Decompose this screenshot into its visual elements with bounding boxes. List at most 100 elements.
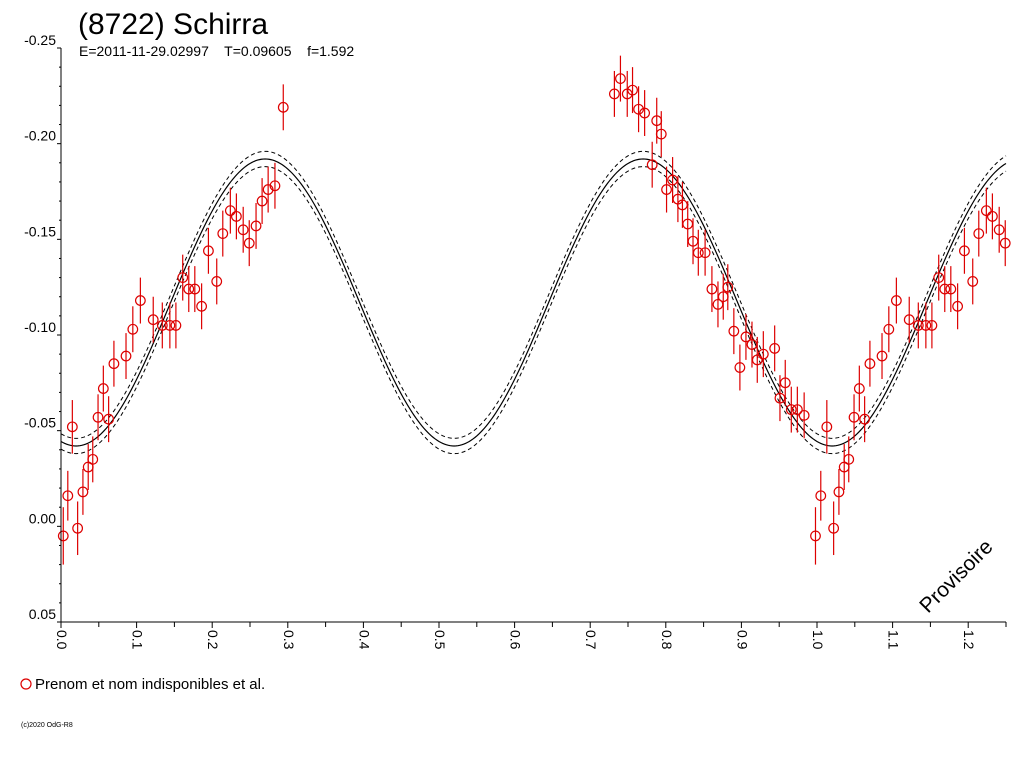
data-point <box>699 247 711 259</box>
x-tick-label: 1.2 <box>961 630 977 650</box>
x-tick-label: 0.7 <box>583 630 599 650</box>
data-point <box>959 245 970 257</box>
data-point <box>751 354 763 366</box>
data-point <box>986 210 998 222</box>
data-point <box>661 184 672 195</box>
data-point <box>627 84 638 96</box>
data-point <box>250 220 262 232</box>
data-point <box>164 320 176 331</box>
data-point <box>864 358 876 370</box>
data-point <box>170 320 182 331</box>
data-point <box>256 195 268 207</box>
data-point <box>740 331 752 343</box>
data-point <box>973 228 985 239</box>
data-point <box>843 453 855 465</box>
axes <box>60 48 1006 623</box>
data-point <box>633 103 644 115</box>
data-point <box>156 320 168 331</box>
data-point <box>183 283 195 295</box>
data-point <box>615 73 626 85</box>
data-point <box>785 404 797 416</box>
data-point <box>177 272 189 284</box>
provisoire-watermark: Provisoire <box>915 535 997 617</box>
data-point <box>848 411 860 423</box>
data-point <box>77 486 89 498</box>
data-point <box>939 283 951 295</box>
data-point <box>147 314 159 326</box>
x-tick-label: 1.0 <box>810 630 826 650</box>
data-point <box>912 320 924 331</box>
y-tick-label: -0.15 <box>24 223 56 239</box>
data-point <box>62 490 74 502</box>
data-point <box>646 159 658 171</box>
data-point <box>57 530 69 542</box>
data-point <box>815 490 827 502</box>
data-point <box>722 281 734 293</box>
data-point <box>821 421 833 433</box>
data-point <box>945 283 957 295</box>
x-tick-label: 0.4 <box>356 630 372 650</box>
data-point <box>277 101 289 113</box>
data-point <box>655 128 667 140</box>
data-point <box>853 383 865 394</box>
chart-title: (8722) Schirra <box>78 8 268 41</box>
data-point <box>980 205 992 217</box>
y-tick-label: 0.00 <box>29 510 56 526</box>
x-tick-label: 0.0 <box>54 630 70 650</box>
data-point <box>920 320 932 331</box>
x-tick-label: 0.6 <box>508 630 524 650</box>
data-point <box>883 323 895 335</box>
legend-marker <box>20 678 32 690</box>
data-point <box>999 237 1011 249</box>
data-point <box>224 205 236 217</box>
data-point <box>97 383 109 394</box>
data-point <box>189 283 201 295</box>
y-tick-label: -0.20 <box>24 128 56 144</box>
data-point <box>828 522 840 534</box>
data-point <box>876 350 888 362</box>
data-point <box>833 486 845 498</box>
data-point <box>92 411 104 423</box>
x-tick-label: 0.2 <box>205 630 221 650</box>
data-point <box>769 342 781 354</box>
legend-label: Prenom et nom indisponibles et al. <box>35 676 265 693</box>
data-point <box>798 409 810 421</box>
y-tick-label: -0.25 <box>24 32 56 48</box>
data-point <box>967 276 979 287</box>
copyright-note: (c)2020 OdG-R8 <box>21 722 73 729</box>
x-tick-label: 1.1 <box>886 630 902 650</box>
data-point <box>134 295 146 306</box>
x-tick-label: 0.5 <box>432 630 448 650</box>
fit-curve-envelope <box>60 150 1007 439</box>
data-point <box>230 210 242 222</box>
data-point <box>728 325 740 337</box>
data-point <box>269 180 281 192</box>
data-point <box>127 323 139 335</box>
data-point <box>237 224 249 236</box>
data-point <box>859 413 871 425</box>
y-tick-label: -0.05 <box>24 415 56 431</box>
x-tick-label: 0.3 <box>281 630 297 650</box>
data-point <box>993 224 1005 236</box>
data-point <box>608 88 620 100</box>
data-point <box>692 247 704 259</box>
chart-subtitle: E=2011-11-29.02997 T=0.09605 f=1.592 <box>79 43 354 59</box>
x-ticks: 0.0 0.1 0.2 0.3 0.4 0.5 0.6 0.7 0.8 0.9 1.0 1.1 1.2 <box>54 622 1007 650</box>
data-point <box>706 283 718 295</box>
data-point <box>757 348 769 360</box>
data-point <box>120 350 132 362</box>
data-point <box>243 237 255 249</box>
data-point <box>952 300 964 312</box>
data-point <box>87 453 99 465</box>
y-ticks: -0.25 -0.20 -0.15 -0.10 -0.05 0.00 0.05 <box>24 32 61 623</box>
data-point <box>933 272 945 284</box>
data-point <box>66 421 78 433</box>
y-tick-label: -0.10 <box>24 319 56 335</box>
data-point <box>779 377 791 389</box>
x-tick-label: 0.9 <box>734 630 750 650</box>
data-point <box>196 300 208 312</box>
x-tick-label: 0.1 <box>130 630 146 650</box>
data-point <box>108 358 120 370</box>
data-point <box>903 314 915 326</box>
